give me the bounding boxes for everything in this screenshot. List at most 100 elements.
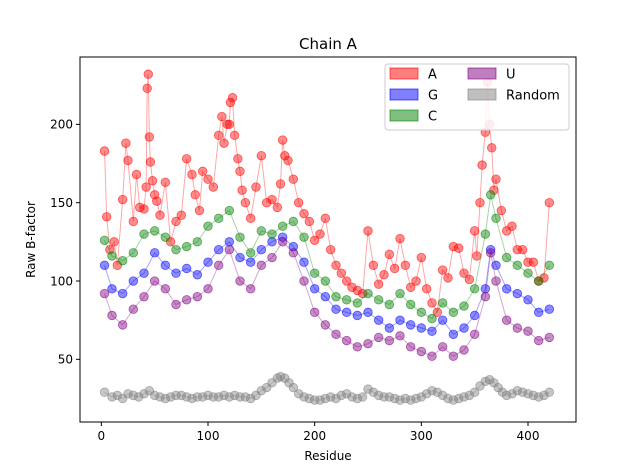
- data-point: [101, 212, 112, 222]
- data-point: [501, 390, 512, 401]
- data-point: [229, 130, 240, 141]
- data-point: [283, 155, 293, 166]
- data-point: [352, 310, 363, 321]
- data-point: [160, 393, 171, 404]
- data-point: [160, 177, 171, 188]
- data-point: [99, 288, 110, 299]
- data-point: [128, 304, 139, 314]
- data-point: [512, 288, 523, 299]
- data-point: [464, 274, 475, 285]
- data-point: [320, 320, 331, 330]
- data-point: [109, 237, 119, 247]
- data-point: [459, 345, 469, 355]
- data-point: [293, 197, 304, 208]
- data-point: [288, 216, 299, 227]
- data-point: [389, 393, 400, 404]
- data-point: [501, 315, 512, 325]
- data-point: [251, 182, 261, 192]
- data-point: [480, 284, 491, 294]
- data-point: [523, 295, 533, 305]
- data-point: [219, 390, 229, 401]
- data-point: [459, 323, 469, 333]
- data-point: [395, 234, 405, 244]
- data-point: [320, 276, 331, 286]
- data-point: [533, 276, 544, 286]
- data-point: [112, 260, 123, 271]
- data-point: [341, 335, 352, 346]
- data-point: [171, 268, 181, 278]
- data-point: [288, 248, 299, 258]
- data-point: [288, 382, 299, 393]
- data-point: [341, 389, 352, 399]
- data-point: [128, 276, 139, 286]
- data-point: [485, 190, 496, 200]
- data-point: [213, 244, 224, 255]
- data-point: [203, 174, 213, 184]
- data-point: [480, 229, 491, 239]
- data-point: [533, 392, 544, 402]
- data-point: [501, 284, 512, 294]
- data-point: [149, 226, 160, 236]
- data-point: [99, 387, 110, 397]
- data-point: [256, 150, 267, 161]
- data-point: [245, 284, 256, 294]
- data-point: [512, 244, 523, 255]
- data-point: [203, 390, 213, 401]
- data-point: [469, 310, 480, 321]
- data-point: [171, 299, 181, 310]
- data-point: [181, 154, 192, 164]
- data-point: [405, 342, 416, 352]
- data-point: [373, 315, 384, 325]
- data-point: [480, 291, 491, 302]
- data-point: [443, 273, 453, 283]
- data-point: [142, 83, 152, 94]
- data-point: [145, 157, 156, 167]
- data-point: [235, 252, 245, 263]
- data-point: [299, 232, 309, 242]
- data-point: [427, 385, 437, 396]
- data-point: [235, 392, 245, 402]
- data-point: [222, 119, 232, 130]
- data-point: [227, 93, 238, 103]
- data-point: [194, 205, 205, 216]
- data-point: [320, 291, 331, 302]
- data-point: [224, 392, 235, 402]
- data-point: [352, 285, 363, 296]
- data-point: [341, 307, 352, 318]
- data-point: [336, 390, 347, 401]
- data-point: [421, 284, 432, 294]
- data-point: [275, 179, 286, 189]
- data-point: [149, 248, 160, 258]
- series-line-g: [104, 236, 550, 335]
- data-point: [523, 326, 533, 336]
- data-point: [363, 338, 373, 349]
- data-point: [469, 387, 480, 397]
- data-point: [123, 155, 133, 166]
- y-tick-label: 100: [50, 274, 73, 288]
- data-point: [477, 160, 487, 170]
- data-point: [512, 385, 523, 396]
- data-point: [213, 260, 224, 271]
- y-tick-label: 50: [58, 353, 73, 367]
- data-point: [208, 182, 219, 192]
- chart-title: Chain A: [299, 35, 358, 53]
- data-point: [245, 393, 256, 404]
- data-point: [347, 282, 357, 292]
- x-axis-label: Residue: [304, 449, 351, 463]
- data-point: [437, 298, 448, 308]
- data-point: [331, 304, 341, 314]
- data-point: [139, 389, 149, 399]
- data-point: [512, 260, 523, 271]
- data-point: [491, 174, 501, 184]
- data-point: [491, 260, 501, 271]
- data-point: [331, 329, 341, 339]
- data-point: [128, 216, 139, 227]
- data-point: [235, 276, 245, 286]
- data-point: [507, 389, 517, 399]
- data-point: [469, 226, 480, 236]
- data-point: [384, 249, 395, 260]
- data-point: [363, 384, 373, 394]
- data-point: [107, 284, 117, 294]
- data-point: [347, 392, 357, 402]
- data-point: [299, 257, 309, 267]
